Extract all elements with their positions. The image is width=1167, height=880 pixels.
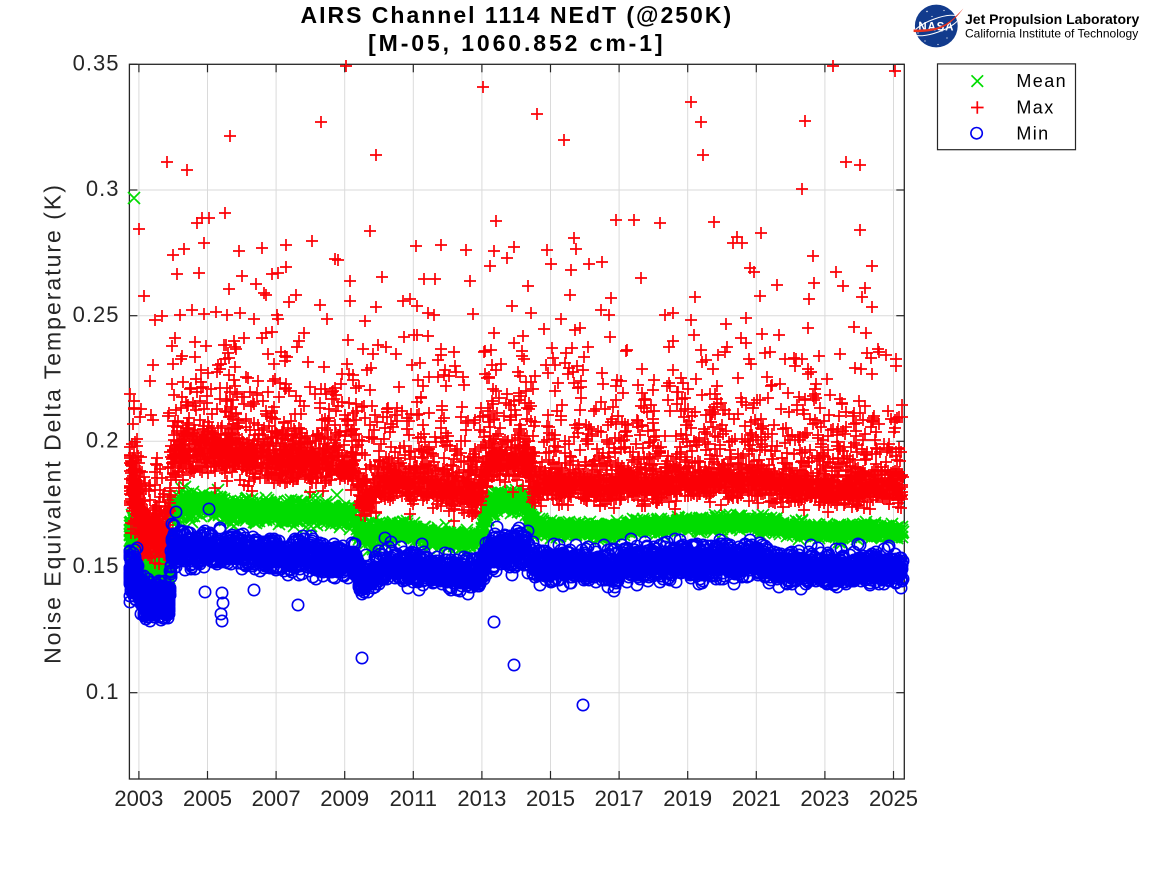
svg-text:2011: 2011 bbox=[390, 786, 437, 811]
svg-text:0.3: 0.3 bbox=[86, 176, 120, 201]
svg-text:California Institute of Techno: California Institute of Technology bbox=[965, 27, 1138, 41]
svg-text:Mean: Mean bbox=[1016, 71, 1067, 91]
svg-text:0.1: 0.1 bbox=[86, 679, 120, 704]
svg-text:2021: 2021 bbox=[732, 786, 781, 811]
svg-text:2017: 2017 bbox=[595, 786, 644, 811]
svg-text:2009: 2009 bbox=[320, 786, 369, 811]
svg-text:2025: 2025 bbox=[869, 786, 918, 811]
svg-text:0.15: 0.15 bbox=[73, 553, 120, 578]
svg-text:0.25: 0.25 bbox=[73, 302, 120, 327]
svg-text:2019: 2019 bbox=[663, 786, 712, 811]
svg-text:2007: 2007 bbox=[252, 786, 301, 811]
svg-text:AIRS Channel 1114 NEdT (@250K): AIRS Channel 1114 NEdT (@250K) bbox=[300, 2, 733, 28]
svg-text:2005: 2005 bbox=[183, 786, 232, 811]
svg-text:2015: 2015 bbox=[526, 786, 575, 811]
svg-text:Max: Max bbox=[1016, 98, 1054, 118]
svg-text:0.35: 0.35 bbox=[73, 51, 120, 76]
svg-text:Min: Min bbox=[1016, 123, 1049, 143]
svg-text:2003: 2003 bbox=[114, 786, 163, 811]
svg-text:Jet Propulsion Laboratory: Jet Propulsion Laboratory bbox=[965, 11, 1139, 27]
svg-text:0.2: 0.2 bbox=[86, 428, 120, 453]
svg-text:2023: 2023 bbox=[800, 786, 849, 811]
svg-text:2013: 2013 bbox=[457, 786, 506, 811]
svg-text:Noise Equivalent Delta Tempera: Noise Equivalent Delta Temperature (K) bbox=[40, 183, 66, 664]
svg-text:[M-05, 1060.852 cm-1]: [M-05, 1060.852 cm-1] bbox=[368, 30, 665, 56]
